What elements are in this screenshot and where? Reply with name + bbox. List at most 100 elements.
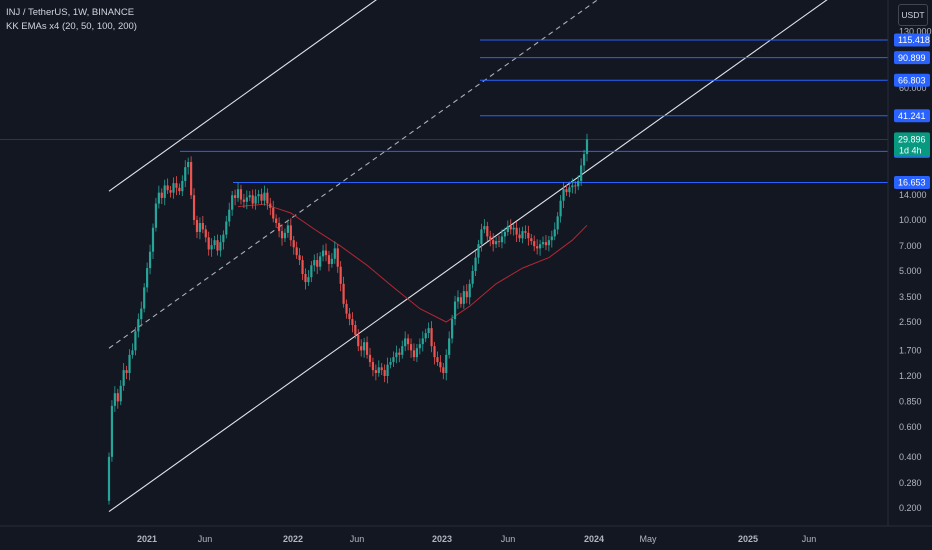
candle [336, 244, 339, 273]
channel-lines [108, 0, 828, 513]
candle [412, 343, 416, 361]
candle [585, 133, 589, 162]
candle [377, 360, 380, 377]
currency-button[interactable]: USDT [898, 4, 928, 26]
level-label-box [894, 73, 930, 87]
candle [404, 331, 407, 352]
candle [474, 250, 477, 276]
candle [386, 357, 389, 384]
candle [131, 343, 134, 359]
time-axis[interactable]: 2021 Jun 2022 Jun 2023 Jun 2024 May 2025 Jun [137, 534, 816, 544]
time-tick-label: Jun [501, 534, 516, 544]
candle [439, 355, 442, 373]
candles [107, 133, 589, 505]
time-tick-label: 2021 [137, 534, 157, 544]
candle [307, 270, 310, 286]
candle [283, 228, 287, 243]
candle [178, 183, 181, 195]
candle [313, 254, 316, 272]
candle [357, 329, 360, 352]
candle [280, 224, 284, 246]
time-tick-label: 2024 [584, 534, 604, 544]
candle [266, 188, 269, 210]
candle [530, 233, 533, 245]
candle [213, 235, 216, 249]
candle [251, 189, 254, 209]
candle [339, 261, 342, 292]
candle [175, 176, 178, 196]
price-tick-label: 3.500 [899, 292, 922, 302]
candle [565, 184, 568, 196]
candle [236, 182, 240, 202]
candle [582, 149, 586, 172]
candle [148, 244, 152, 275]
channel-lower-line [108, 0, 828, 513]
chart-legend: INJ / TetherUS, 1W, BINANCE KK EMAs x4 (… [6, 6, 137, 34]
candle [222, 230, 225, 250]
candle [395, 345, 398, 364]
candle [295, 241, 298, 259]
candle [160, 188, 163, 205]
candle [451, 314, 454, 344]
candle [506, 220, 509, 236]
candle [494, 236, 498, 248]
candle [263, 185, 266, 206]
candle [360, 339, 363, 357]
level-label: 41.241 [898, 111, 926, 121]
candle [245, 190, 248, 210]
candle [301, 255, 304, 281]
price-tick-label: 60.000 [899, 83, 927, 93]
bar-countdown-label: 1d 4h [899, 145, 922, 155]
candle [113, 386, 116, 412]
candle [195, 215, 199, 239]
symbol-title[interactable]: INJ / TetherUS, 1W, BINANCE [6, 7, 135, 18]
candle [233, 189, 237, 206]
candle [107, 452, 111, 505]
time-tick-label: Jun [350, 534, 365, 544]
candle [407, 334, 410, 351]
level-label-box [894, 175, 930, 189]
candle [459, 292, 463, 308]
candle [465, 284, 468, 304]
candle [228, 202, 231, 227]
candle [521, 226, 524, 244]
candle [380, 363, 383, 376]
price-tick-label: 1.200 [899, 371, 922, 381]
price-tick-label: 14.000 [899, 190, 927, 200]
candle [453, 295, 457, 326]
level-label: 66.803 [898, 75, 926, 85]
candle [518, 227, 521, 243]
candle [146, 262, 149, 293]
candle [242, 193, 245, 208]
candle [365, 336, 369, 359]
candle [383, 364, 386, 383]
candle [351, 312, 354, 333]
candle [231, 190, 234, 216]
candle [533, 235, 536, 252]
candle [254, 189, 257, 210]
candle [166, 178, 169, 194]
price-tick-label: 0.400 [899, 452, 922, 462]
candle [192, 188, 196, 225]
candle [515, 222, 518, 242]
candle [562, 182, 565, 209]
candle [122, 363, 125, 391]
indicator-title[interactable]: KK EMAs x4 (20, 50, 100, 200) [6, 21, 137, 32]
candle [310, 261, 313, 283]
level-label: 115.418 [898, 35, 930, 45]
candle [319, 252, 322, 271]
candle [486, 221, 489, 242]
candle [483, 219, 486, 234]
candle [547, 235, 550, 252]
candle [292, 235, 295, 255]
level-label: 90.899 [898, 53, 926, 63]
candle [204, 225, 207, 243]
time-tick-label: 2023 [432, 534, 452, 544]
level-label: 16.653 [898, 178, 926, 188]
candle [512, 223, 515, 236]
candle [128, 349, 131, 381]
candle [137, 313, 140, 338]
